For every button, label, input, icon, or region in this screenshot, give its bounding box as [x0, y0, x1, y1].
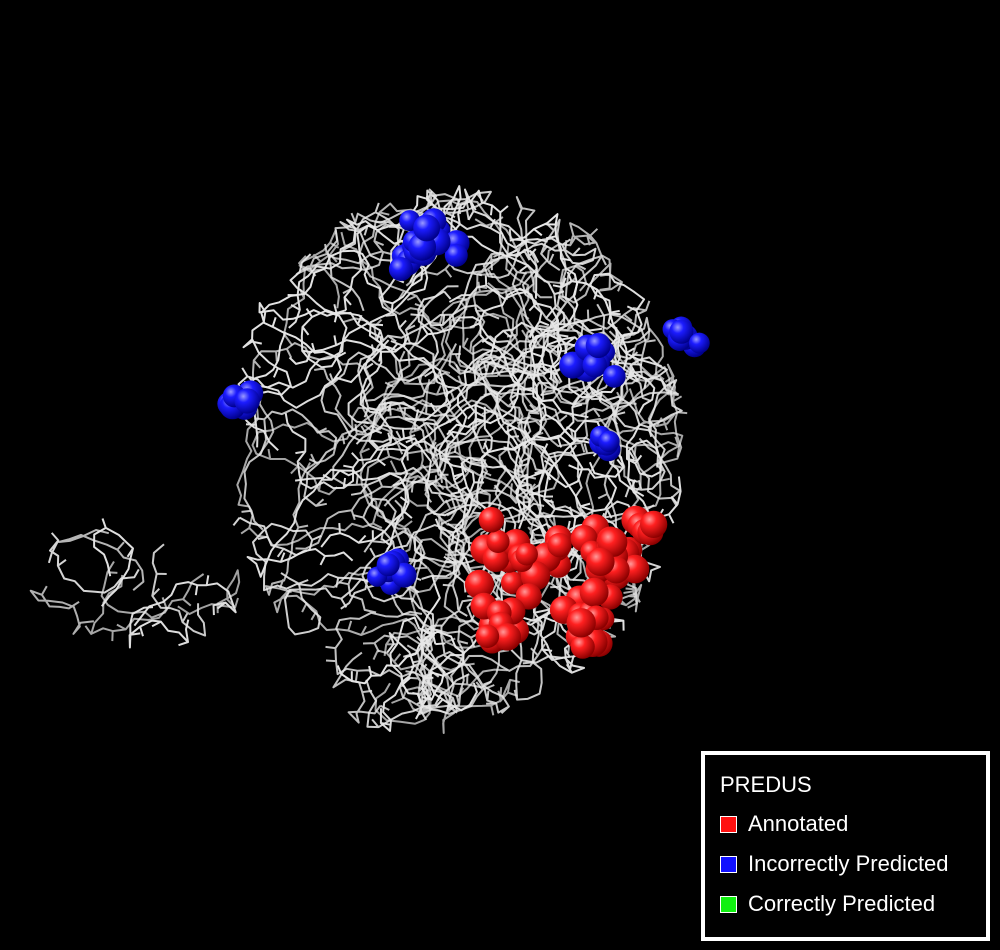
- legend-label-incorrectly-predicted: Incorrectly Predicted: [748, 851, 949, 876]
- stick-bond-path: [84, 574, 168, 642]
- stick-bond-path: [273, 571, 508, 698]
- residue-sphere: [586, 547, 615, 577]
- stick-bond-path: [288, 316, 589, 419]
- legend-box: PREDUS Annotated Incorrectly Predicted C…: [701, 751, 990, 941]
- stick-bond-path: [389, 616, 446, 720]
- residue-sphere: [585, 332, 611, 359]
- legend-item-correctly-predicted: Correctly Predicted: [720, 891, 936, 916]
- stick-bond-path: [133, 575, 237, 627]
- stick-bond-path: [241, 408, 338, 531]
- residue-sphere: [688, 332, 710, 354]
- stick-bond-path: [466, 564, 543, 701]
- annotated-residues: [464, 505, 668, 659]
- residue-sphere: [376, 553, 400, 577]
- stick-bond-path: [283, 229, 340, 346]
- stick-bond-path: [446, 213, 579, 436]
- legend-swatch-red: [720, 815, 737, 833]
- residue-sphere: [602, 365, 626, 388]
- stick-bond-path: [442, 196, 566, 343]
- residue-sphere: [464, 569, 495, 599]
- stick-bond-path: [461, 218, 535, 355]
- stick-bond-path: [481, 335, 596, 519]
- residue-sphere: [579, 577, 609, 607]
- residue-sphere: [639, 510, 668, 539]
- stick-bond-path: [571, 368, 624, 582]
- residue-sphere: [598, 430, 620, 453]
- stick-bond-path: [380, 383, 498, 503]
- stick-bond-path: [284, 339, 393, 490]
- stick-bond-path: [57, 529, 145, 591]
- stick-bond-path: [597, 327, 688, 495]
- incorrectly-predicted-residues: [217, 208, 710, 595]
- stick-bond-path: [383, 480, 574, 633]
- stick-bond-path: [264, 350, 406, 596]
- stick-bond-path: [100, 560, 205, 619]
- stick-bond-path: [29, 585, 95, 635]
- legend-label-annotated: Annotated: [748, 811, 849, 836]
- stick-bond-path: [457, 345, 666, 498]
- residue-sphere: [559, 351, 587, 379]
- legend-swatch-blue: [720, 855, 737, 873]
- stick-bond-path: [342, 270, 577, 386]
- residue-sphere: [486, 529, 510, 554]
- residue-sphere: [582, 352, 607, 378]
- residue-sphere: [413, 214, 441, 242]
- stick-bond-path: [47, 532, 140, 594]
- legend-item-annotated: Annotated: [720, 811, 849, 836]
- residue-sphere: [669, 319, 694, 344]
- stick-bond-path: [521, 249, 593, 396]
- stick-bond-path: [151, 543, 207, 637]
- residue-sphere: [388, 257, 413, 282]
- stick-bond-path: [353, 497, 428, 568]
- residue-sphere: [566, 608, 596, 638]
- stick-bond-path: [413, 485, 545, 564]
- stick-bond-path: [336, 195, 538, 315]
- stick-bond-path: [407, 678, 520, 716]
- stick-bond-path: [320, 285, 459, 443]
- legend-title: PREDUS: [720, 772, 812, 797]
- residue-sphere: [547, 532, 572, 558]
- stick-bond-path: [471, 392, 558, 524]
- stick-bond-path: [252, 342, 404, 456]
- legend-swatch-green: [720, 895, 737, 913]
- stick-bond-path: [287, 185, 462, 329]
- stick-bond-path: [532, 222, 623, 304]
- residue-sphere: [478, 507, 505, 533]
- stick-bond-path: [231, 302, 384, 396]
- stick-bond-path: [383, 526, 599, 657]
- residue-sphere: [515, 543, 538, 566]
- residue-sphere: [493, 623, 522, 651]
- stick-bond-path: [585, 363, 675, 524]
- residue-sphere: [444, 243, 468, 267]
- stick-bond-path: [128, 606, 190, 649]
- stick-bond-path: [533, 255, 639, 371]
- residue-sphere: [570, 634, 595, 659]
- legend-label-correctly-predicted: Correctly Predicted: [748, 891, 936, 916]
- stick-bond-path: [411, 624, 442, 721]
- residue-sphere: [475, 624, 500, 649]
- stick-bond-path: [177, 569, 241, 615]
- residue-sphere: [234, 388, 260, 414]
- stick-bond-path: [417, 282, 515, 402]
- residue-sphere: [500, 571, 524, 595]
- stick-bond-path: [93, 518, 134, 607]
- legend-item-incorrectly-predicted: Incorrectly Predicted: [720, 851, 949, 876]
- stick-bond-path: [505, 242, 637, 406]
- stick-bond-path: [332, 651, 390, 724]
